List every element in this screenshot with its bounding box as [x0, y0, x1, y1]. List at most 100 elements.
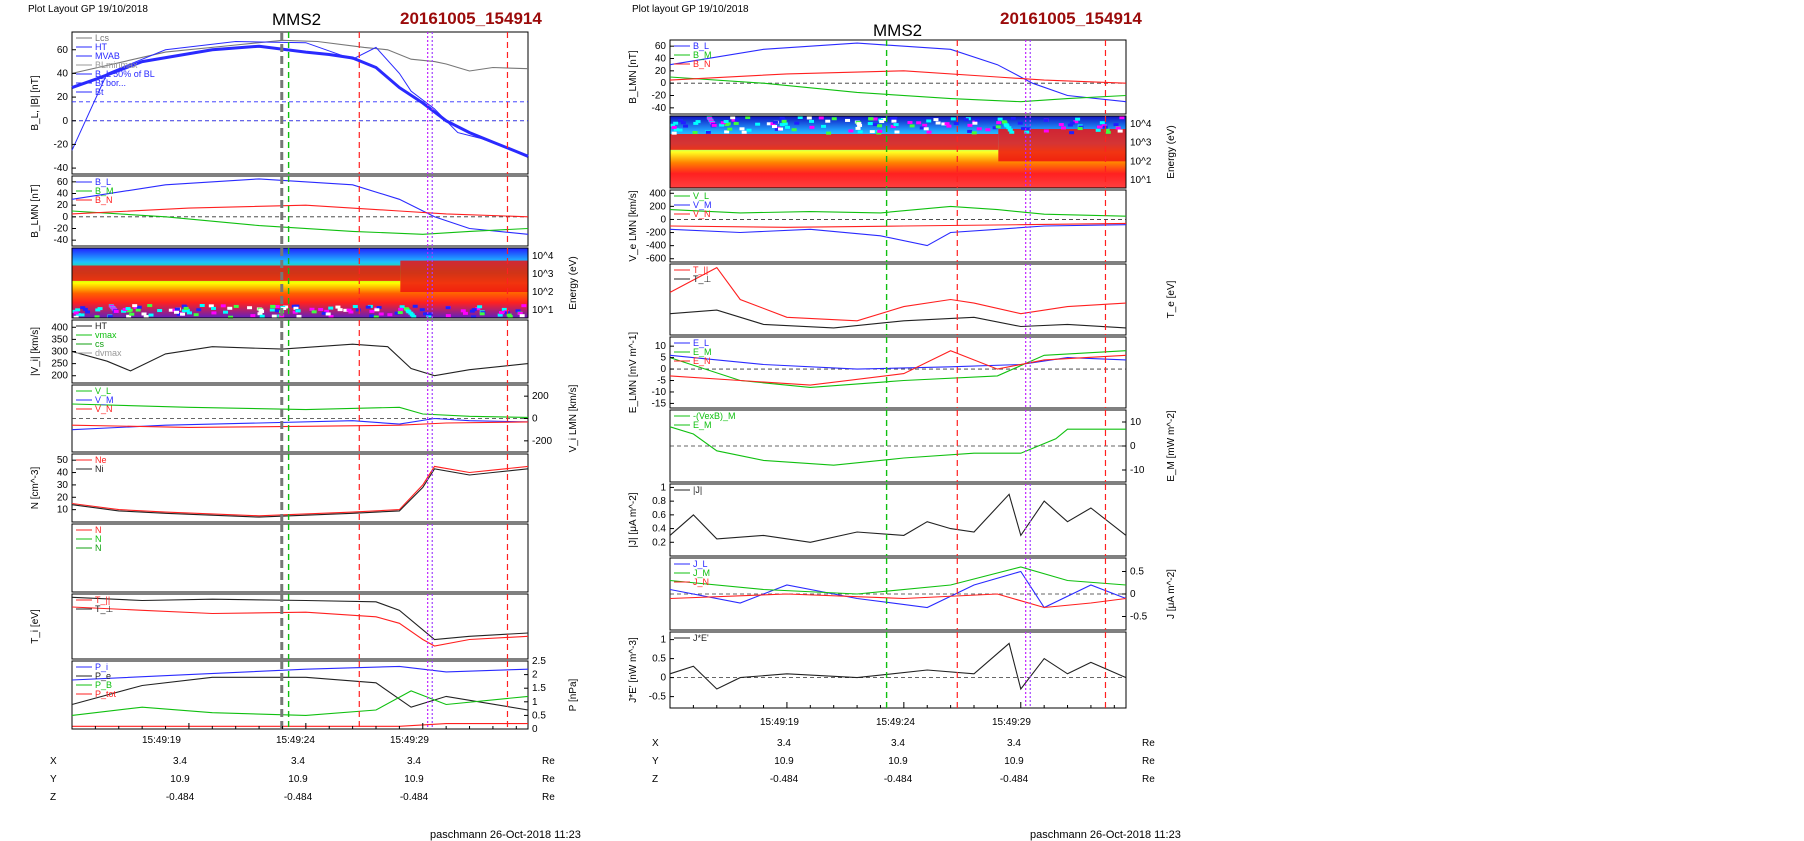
R2-noise-pixel: [739, 127, 745, 131]
R2-noise-pixel: [730, 116, 736, 120]
L3-ylabel: Energy (eV): [568, 256, 579, 309]
R2-noise-pixel: [683, 124, 689, 128]
R6-ytick-label: -10: [1130, 465, 1145, 476]
right-pos-y-3: 10.9: [1004, 756, 1024, 767]
L3-energy-tick: 10^1: [532, 305, 554, 316]
L5-legend-label: V_N: [95, 404, 113, 414]
R2-noise-pixel: [755, 122, 761, 126]
R5-ytick-label: -10: [652, 387, 667, 398]
R2-noise-pixel: [677, 128, 683, 132]
R2-noise-pixel: [997, 117, 1003, 121]
R5-series-e-l: [669, 354, 1127, 370]
L6-series-ne: [71, 465, 529, 517]
R2-noise-pixel: [1113, 123, 1119, 127]
R6-ytick-label: 0: [1130, 441, 1136, 452]
R9-series-j-e-: [669, 642, 1127, 691]
R8-legend-label: J_N: [693, 577, 709, 587]
R2-noise-pixel: [825, 119, 831, 123]
R2-noise-pixel: [746, 128, 752, 132]
R2-noise-pixel: [779, 123, 785, 127]
L6-ytick-label: 40: [57, 468, 69, 479]
L3-noise-pixel: [376, 306, 382, 310]
R3-ytick-label: -200: [646, 228, 666, 239]
right-pos-x-2: 3.4: [891, 738, 905, 749]
right-pos-x-3: 3.4: [1007, 738, 1021, 749]
R1-ytick-label: 60: [655, 41, 667, 52]
L3-noise-pixel: [365, 305, 371, 309]
L4-ytick-label: 350: [51, 334, 68, 345]
R2-noise-pixel: [831, 117, 837, 121]
R9-frame: [669, 631, 1127, 709]
R7-frame: [669, 483, 1127, 557]
L3-core-band-2: [400, 260, 528, 293]
R2-noise-pixel: [950, 117, 956, 121]
right-pos-z-3: -0.484: [1000, 774, 1029, 785]
R2-noise-pixel: [946, 124, 952, 128]
L9-ytick-label: 1: [532, 697, 538, 708]
R6-series-e-m: [669, 426, 1126, 466]
L1-ytick-label: -40: [54, 163, 69, 174]
L3-noise-pixel: [411, 315, 417, 319]
R2-noise-pixel: [1043, 118, 1049, 122]
R2-noise-pixel: [1073, 120, 1079, 124]
right-pos-z-1: -0.484: [770, 774, 799, 785]
right-pos-z-2: -0.484: [884, 774, 913, 785]
L6-legend-label: Ni: [95, 464, 104, 474]
R2-noise-pixel: [719, 123, 725, 127]
L3-noise-pixel: [223, 310, 229, 314]
L8-legend-label: T_⊥: [95, 604, 114, 614]
R2-noise-pixel: [1067, 123, 1073, 127]
R2-noise-pixel: [707, 117, 713, 121]
L1-frame: [71, 31, 529, 175]
L3-noise-pixel: [133, 305, 139, 309]
L1-series-b-l: [71, 44, 529, 158]
L3-noise-pixel: [141, 312, 147, 316]
R2-noise-pixel: [1010, 117, 1016, 121]
L3-noise-pixel: [355, 308, 361, 312]
R2-noise-pixel: [889, 117, 895, 121]
R1-series-b-m: [669, 76, 1127, 103]
L3-noise-pixel: [294, 304, 300, 308]
L3-noise-pixel: [121, 309, 127, 313]
R2-noise-pixel: [673, 121, 679, 125]
L1-series-b-l-fine: [71, 40, 529, 157]
right-footer: paschmann 26-Oct-2018 11:23: [1030, 829, 1181, 841]
R7-ytick-label: 0.6: [652, 510, 666, 521]
L3-noise-pixel: [295, 309, 301, 313]
L3-noise-pixel: [387, 313, 393, 317]
R3-legend-label: V_N: [693, 209, 711, 219]
right-time-tick-1: 15:49:19: [760, 717, 799, 728]
R2-noise-pixel: [878, 118, 884, 122]
L3-energy-tick: 10^4: [532, 251, 554, 262]
R2-noise-pixel: [1017, 121, 1023, 125]
L3-noise-pixel: [113, 309, 119, 313]
R1-ytick-label: -40: [652, 103, 667, 114]
L3-noise-pixel: [293, 306, 299, 310]
left-pos-z-1: -0.484: [166, 792, 195, 803]
L6-ytick-label: 50: [57, 455, 69, 466]
R2-noise-pixel: [845, 118, 851, 122]
L3-noise-pixel: [233, 304, 239, 308]
L3-noise-pixel: [469, 309, 475, 313]
L3-noise-pixel: [427, 312, 433, 316]
L3-noise-pixel: [471, 315, 477, 319]
L7-legend-label: N: [95, 525, 102, 535]
L3-noise-pixel: [258, 308, 264, 312]
R1-ytick-label: 20: [655, 66, 667, 77]
L1-legend-label: MVAB: [95, 51, 120, 61]
L9-ytick-label: 1.5: [532, 683, 546, 694]
R6-legend-label: -(VexB)_M: [693, 411, 736, 421]
L3-noise-pixel: [181, 309, 187, 313]
R3-ylabel: V_e LMN [km/s]: [628, 190, 639, 261]
L3-noise-pixel: [180, 312, 186, 316]
L3-noise-pixel: [148, 313, 154, 317]
L3-noise-pixel: [174, 307, 180, 311]
R2-noise-pixel: [944, 122, 950, 126]
R2-energy-tick: 10^2: [1130, 156, 1152, 167]
R3-ytick-label: -400: [646, 241, 666, 252]
R2-noise-pixel: [922, 123, 928, 127]
R2-noise-pixel: [848, 129, 854, 133]
R1-ytick-label: 0: [660, 78, 666, 89]
L3-noise-pixel: [147, 304, 153, 308]
R2-core-band: [670, 134, 999, 150]
